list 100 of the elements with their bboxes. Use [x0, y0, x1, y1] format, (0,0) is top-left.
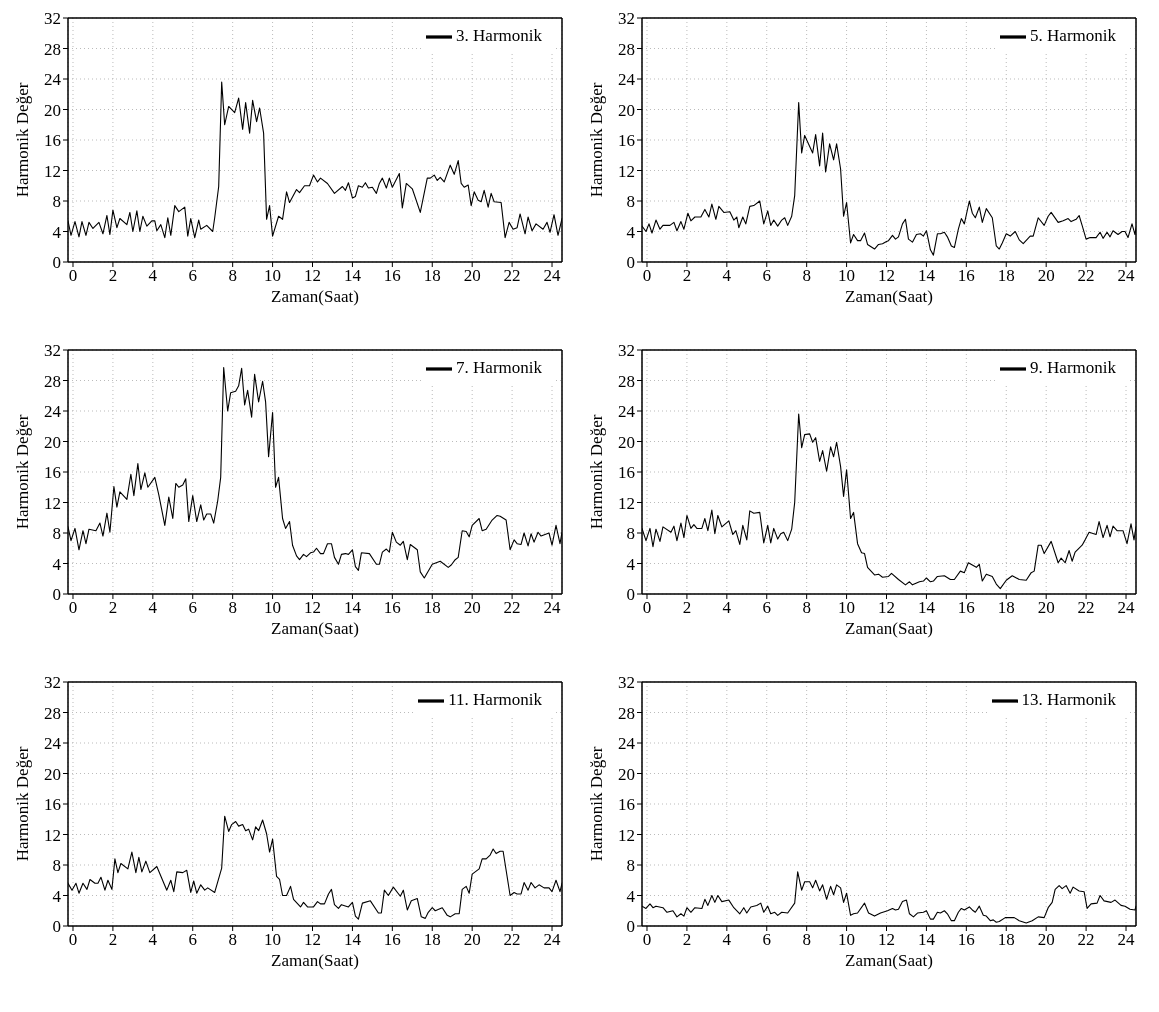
y-tick-label: 32	[44, 673, 61, 693]
x-tick-label: 16	[383, 266, 401, 286]
y-tick-label: 28	[618, 703, 635, 723]
x-axis-title: Zaman(Saat)	[845, 951, 933, 970]
x-tick-label: 4	[148, 598, 158, 618]
x-tick-label: 20	[463, 930, 481, 950]
x-tick-label: 6	[188, 598, 197, 618]
y-tick-label: 12	[44, 825, 61, 845]
x-tick-label: 24	[1117, 930, 1136, 950]
x-tick-label: 8	[228, 930, 237, 950]
y-tick-label: 24	[44, 70, 62, 90]
x-tick-label: 2	[108, 598, 118, 618]
y-tick-label: 8	[52, 192, 61, 212]
x-tick-label: 10	[838, 266, 856, 286]
y-axis-title: Harmonik Değer	[587, 414, 607, 530]
x-tick-label: 16	[957, 266, 975, 286]
x-tick-label: 12	[878, 598, 896, 618]
x-tick-label: 16	[957, 598, 975, 618]
x-tick-label: 0	[642, 930, 652, 950]
y-tick-label: 32	[618, 341, 635, 361]
y-tick-label: 4	[626, 886, 636, 906]
y-tick-label: 8	[52, 856, 61, 876]
x-tick-label: 0	[68, 598, 78, 618]
y-tick-label: 20	[618, 432, 635, 452]
x-tick-label: 18	[423, 598, 441, 618]
x-axis-title: Zaman(Saat)	[271, 951, 359, 970]
y-tick-label: 16	[44, 795, 61, 815]
x-tick-label: 14	[343, 266, 362, 286]
y-tick-label: 0	[626, 253, 635, 273]
x-tick-label: 22	[1077, 266, 1095, 286]
y-tick-label: 4	[52, 554, 62, 574]
x-tick-label: 8	[228, 598, 237, 618]
y-tick-label: 24	[44, 734, 62, 754]
y-axis-title: Harmonik Değer	[587, 82, 607, 198]
y-tick-label: 32	[618, 9, 635, 29]
legend-label: 11. Harmonik	[448, 689, 542, 709]
x-tick-label: 8	[802, 598, 811, 618]
x-tick-label: 2	[682, 266, 692, 286]
x-tick-label: 2	[682, 930, 692, 950]
x-tick-label: 18	[997, 930, 1015, 950]
y-tick-label: 0	[52, 917, 61, 937]
x-tick-label: 8	[802, 266, 811, 286]
x-tick-label: 4	[722, 266, 732, 286]
x-tick-label: 12	[878, 266, 896, 286]
x-tick-label: 0	[642, 598, 652, 618]
y-tick-label: 20	[618, 764, 635, 784]
y-tick-label: 20	[618, 100, 635, 120]
y-tick-label: 8	[626, 192, 635, 212]
x-tick-label: 14	[343, 598, 362, 618]
x-tick-label: 14	[343, 930, 362, 950]
x-tick-label: 16	[383, 930, 401, 950]
x-tick-label: 20	[1037, 266, 1055, 286]
x-axis-title: Zaman(Saat)	[845, 287, 933, 306]
x-tick-label: 4	[722, 930, 732, 950]
y-axis-title: Harmonik Değer	[13, 82, 33, 198]
y-tick-label: 24	[618, 70, 636, 90]
y-tick-label: 0	[626, 585, 635, 605]
x-tick-label: 10	[838, 930, 856, 950]
y-tick-label: 12	[618, 493, 635, 513]
x-tick-label: 6	[188, 266, 197, 286]
x-tick-label: 24	[1117, 266, 1136, 286]
legend-label: 9. Harmonik	[1030, 357, 1116, 377]
x-tick-label: 4	[148, 266, 158, 286]
x-tick-label: 10	[264, 930, 282, 950]
x-tick-label: 24	[1117, 598, 1136, 618]
y-tick-label: 28	[618, 39, 635, 59]
x-tick-label: 20	[463, 598, 481, 618]
y-axis-title: Harmonik Değer	[13, 746, 33, 862]
y-tick-label: 0	[626, 917, 635, 937]
y-tick-label: 32	[618, 673, 635, 693]
y-tick-label: 28	[44, 703, 61, 723]
legend-label: 7. Harmonik	[456, 357, 542, 377]
x-tick-label: 2	[682, 598, 692, 618]
x-tick-label: 10	[838, 598, 856, 618]
x-tick-label: 12	[878, 930, 896, 950]
y-tick-label: 12	[44, 493, 61, 513]
y-tick-label: 8	[626, 524, 635, 544]
x-tick-label: 10	[264, 266, 282, 286]
x-tick-label: 20	[1037, 930, 1055, 950]
x-tick-label: 6	[188, 930, 197, 950]
x-tick-label: 18	[997, 598, 1015, 618]
x-tick-label: 4	[722, 598, 732, 618]
x-tick-label: 8	[802, 930, 811, 950]
x-tick-label: 18	[997, 266, 1015, 286]
y-tick-label: 8	[626, 856, 635, 876]
x-tick-label: 24	[543, 266, 562, 286]
y-tick-label: 24	[44, 402, 62, 422]
x-tick-label: 14	[917, 266, 936, 286]
x-tick-label: 22	[503, 266, 521, 286]
y-tick-label: 20	[44, 100, 61, 120]
y-tick-label: 0	[52, 585, 61, 605]
y-tick-label: 0	[52, 253, 61, 273]
y-tick-label: 24	[618, 734, 636, 754]
x-tick-label: 22	[1077, 930, 1095, 950]
y-tick-label: 16	[44, 463, 61, 483]
y-tick-label: 12	[618, 161, 635, 181]
y-tick-label: 4	[52, 886, 62, 906]
x-tick-label: 14	[917, 930, 936, 950]
y-tick-label: 20	[44, 432, 61, 452]
x-tick-label: 16	[957, 930, 975, 950]
